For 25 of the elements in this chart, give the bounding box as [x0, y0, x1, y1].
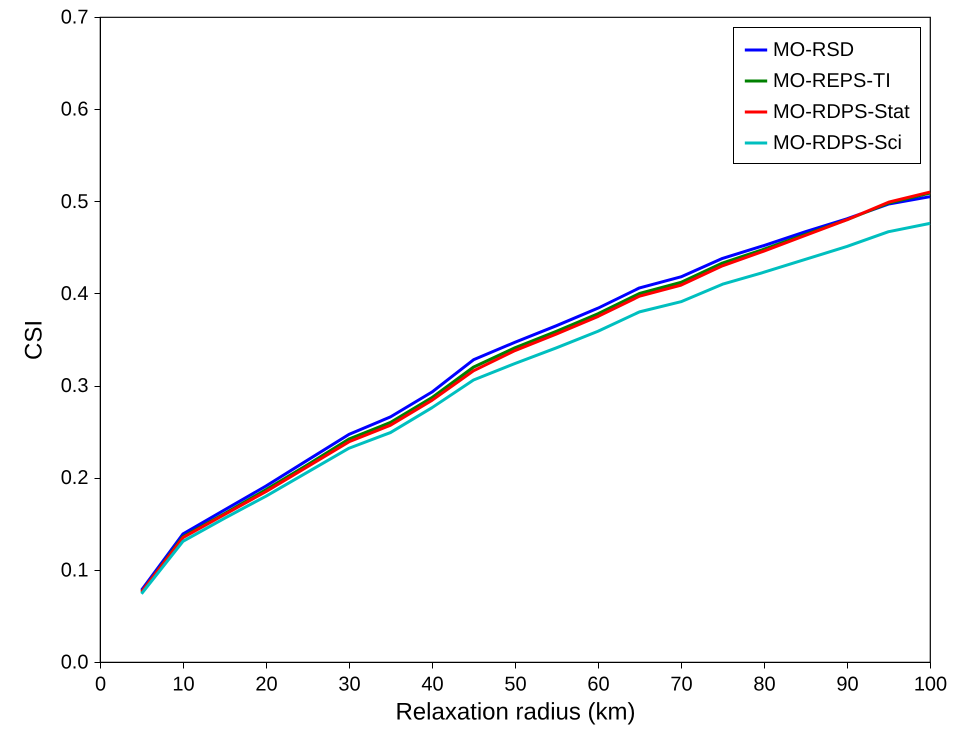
legend-label: MO-REPS-TI	[773, 70, 891, 92]
x-tick-label: 20	[255, 674, 278, 696]
y-tick-label: 0.7	[60, 6, 88, 28]
y-tick-label: 0.0	[60, 652, 88, 674]
x-tick-label: 0	[94, 674, 106, 696]
legend-label: MO-RDPS-Stat	[773, 101, 910, 123]
x-tick-label: 70	[670, 674, 693, 696]
legend-label: MO-RDPS-Sci	[773, 132, 902, 154]
y-tick-label: 0.6	[60, 98, 88, 121]
x-tick-label: 100	[914, 674, 948, 696]
y-tick-label: 0.1	[60, 559, 88, 582]
x-tick-label: 40	[421, 674, 444, 696]
x-axis-title: Relaxation radius (km)	[395, 698, 636, 726]
x-tick-label: 60	[587, 674, 610, 696]
y-tick-label: 0.3	[60, 375, 88, 398]
y-tick-label: 0.5	[60, 190, 88, 213]
x-tick-label: 10	[172, 674, 195, 696]
x-tick-label: 90	[836, 674, 859, 696]
legend-label: MO-RSD	[773, 39, 854, 61]
y-axis-title: CSI	[20, 320, 48, 360]
x-tick-label: 30	[338, 674, 361, 696]
y-tick-label: 0.4	[60, 282, 88, 305]
y-tick-label: 0.2	[60, 467, 88, 490]
x-tick-label: 80	[753, 674, 776, 696]
x-tick-label: 50	[504, 674, 527, 696]
